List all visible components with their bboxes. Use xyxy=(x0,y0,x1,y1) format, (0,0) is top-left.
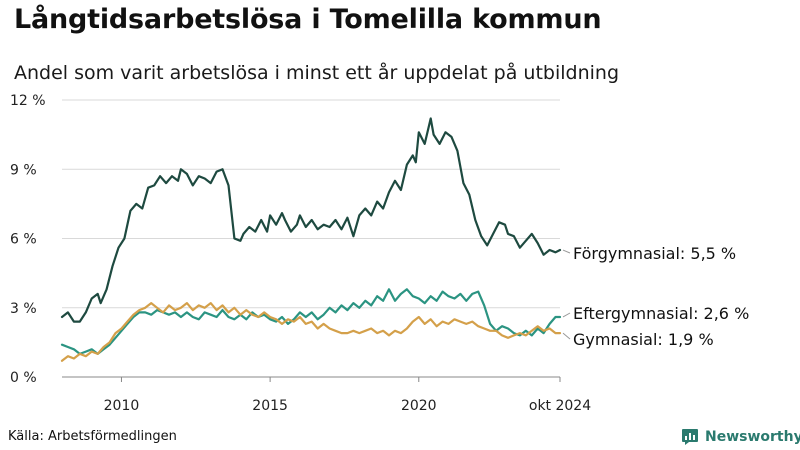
series-line-förgymnasial xyxy=(60,117,562,323)
chart-title: Långtidsarbetslösa i Tomelilla kommun xyxy=(14,4,602,35)
y-axis-tick-labels: 0 % 3 % 6 % 9 % 12 % xyxy=(10,93,46,386)
leader-line xyxy=(562,312,571,318)
series-line-gymnasial xyxy=(60,302,562,362)
y-tick-label: 3 % xyxy=(10,301,37,317)
brand-name: Newsworthy xyxy=(705,429,800,445)
series-end-label: Eftergymnasial: 2,6 % xyxy=(573,304,749,323)
series-end-label: Gymnasial: 1,9 % xyxy=(573,330,714,349)
y-tick-label: 12 % xyxy=(10,93,46,109)
newsworthy-logo-icon xyxy=(682,429,698,445)
series-end-label: Förgymnasial: 5,5 % xyxy=(573,244,736,263)
series-line-eftergymnasial xyxy=(60,288,562,355)
x-tick-label: 2020 xyxy=(401,398,437,414)
x-tick-label: 2010 xyxy=(104,398,140,414)
leader-line xyxy=(562,249,571,254)
brand-logo[interactable]: Newsworthy xyxy=(680,427,800,447)
series-lines xyxy=(60,117,562,362)
x-tick-label: 2015 xyxy=(252,398,288,414)
chart-subtitle: Andel som varit arbetslösa i minst ett å… xyxy=(14,62,620,84)
leader-line xyxy=(562,332,571,340)
y-tick-label: 9 % xyxy=(10,162,37,178)
series-end-labels: Förgymnasial: 5,5 % Eftergymnasial: 2,6 %… xyxy=(562,244,749,349)
source-note: Källa: Arbetsförmedlingen xyxy=(8,429,177,444)
x-axis: 2010 2015 2020 okt 2024 xyxy=(62,376,591,414)
y-tick-label: 6 % xyxy=(10,232,37,248)
x-tick-label: okt 2024 xyxy=(529,398,591,414)
y-tick-label: 0 % xyxy=(10,370,37,386)
